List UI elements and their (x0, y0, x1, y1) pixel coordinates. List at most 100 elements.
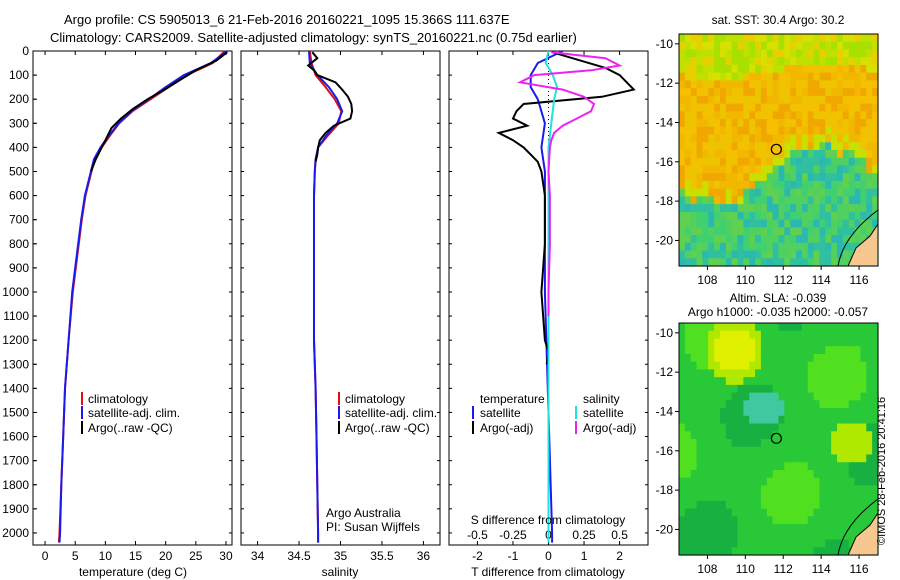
map-cell (749, 346, 756, 355)
map-cell (778, 219, 785, 228)
map-cell (819, 516, 826, 525)
map-cell (766, 462, 774, 471)
map-cell (760, 524, 768, 533)
map-cell (719, 103, 727, 112)
map-cell (679, 323, 686, 332)
map-cell (690, 103, 698, 112)
map-cell (790, 242, 797, 252)
map-cell (848, 211, 856, 221)
x-tick-label: 34 (251, 549, 265, 563)
map-cell (679, 173, 686, 182)
lat-tick-label: -14 (656, 115, 674, 129)
map-cell (790, 64, 797, 74)
map-cell (866, 188, 873, 197)
map-cell (679, 88, 686, 97)
map-cell (702, 227, 709, 236)
map-cell (702, 64, 709, 74)
map-cell (731, 423, 739, 432)
map-cell (866, 204, 873, 213)
map-cell (784, 400, 791, 409)
map-cell (731, 188, 739, 197)
map-cell (796, 392, 803, 401)
map-cell (796, 88, 803, 97)
map-cell (696, 88, 704, 97)
map-cell (860, 157, 867, 167)
map-cell (813, 508, 821, 517)
map-cell (725, 188, 733, 197)
map-cell (848, 119, 856, 128)
map-cell (766, 88, 774, 97)
map-cell (854, 508, 862, 517)
map-cell (714, 211, 721, 221)
map-cell (837, 338, 844, 347)
map-cell (755, 126, 762, 136)
map-cell (837, 462, 844, 471)
map-cell (684, 346, 692, 355)
map-cell (848, 57, 856, 66)
map-cell (801, 431, 809, 440)
map-cell (743, 173, 750, 182)
map-cell (696, 103, 704, 112)
map-cell (842, 227, 850, 236)
map-cell (760, 400, 768, 409)
map-cell (842, 431, 850, 440)
map-cell (819, 34, 826, 43)
map-cell (860, 338, 867, 347)
map-cell (760, 392, 768, 401)
map-cell (819, 173, 826, 182)
map-cell (784, 211, 791, 221)
map-cell (755, 508, 762, 517)
map-cell (801, 469, 809, 479)
map-cell (708, 72, 715, 81)
map-cell (837, 431, 844, 440)
map-cell (796, 126, 803, 136)
map-cell (854, 415, 862, 425)
map-cell (679, 353, 686, 363)
map-cell (825, 400, 832, 409)
map-cell (837, 377, 844, 386)
lat-tick-label: -14 (656, 404, 674, 418)
map-cell (854, 485, 862, 494)
map-cell (837, 134, 844, 143)
map-cell (772, 119, 780, 128)
map-cell (837, 173, 844, 182)
map-cell (749, 134, 756, 143)
map-cell (702, 72, 709, 81)
map-cell (719, 41, 727, 51)
map-cell (760, 469, 768, 479)
map-cell (708, 173, 715, 182)
map-cell (708, 423, 715, 432)
map-cell (807, 330, 815, 340)
map-cell (725, 353, 733, 363)
temperature-panel-frame (32, 50, 233, 546)
map-cell (749, 423, 756, 432)
map-cell (854, 103, 862, 112)
map-cell (684, 454, 692, 463)
map-cell (778, 524, 785, 533)
map-cell (743, 165, 750, 174)
map-cell (801, 188, 809, 197)
map-cell (848, 235, 856, 244)
map-cell (860, 508, 867, 517)
lat-tick-label: -12 (656, 365, 674, 379)
map-cell (702, 361, 709, 370)
map-cell (801, 392, 809, 401)
map-cell (807, 415, 815, 425)
map-cell (819, 423, 826, 432)
map-cell (708, 446, 715, 456)
map-cell (784, 173, 791, 182)
map-cell (866, 41, 873, 51)
map-cell (842, 142, 850, 151)
map-cell (725, 531, 733, 541)
salinity-panel-frame (240, 50, 441, 546)
map-cell (737, 180, 744, 190)
map-cell (801, 173, 809, 182)
map-cell (772, 516, 780, 525)
map-cell (690, 41, 698, 51)
map-cell (866, 80, 873, 89)
map-cell (702, 188, 709, 197)
map-cell (708, 80, 715, 89)
map-cell (813, 539, 821, 548)
map-cell (737, 235, 744, 244)
map-cell (813, 439, 821, 448)
